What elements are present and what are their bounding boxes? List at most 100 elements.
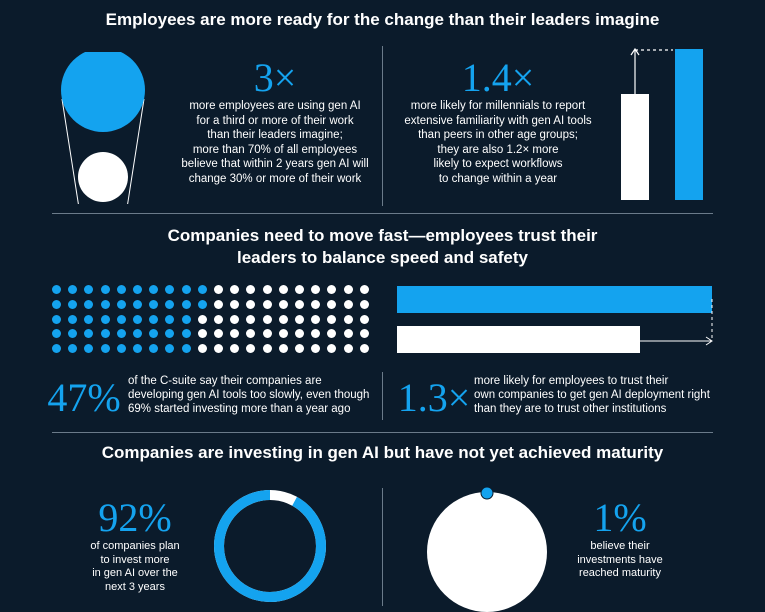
grid-dot (295, 285, 304, 294)
grid-dot (278, 329, 288, 339)
grid-dot (165, 314, 175, 324)
grid-dot (84, 285, 94, 294)
section3-divider (382, 488, 383, 606)
grid-dot (327, 314, 337, 324)
grid-dot (359, 299, 369, 309)
grid-dot (359, 314, 369, 324)
grid-dot (133, 344, 142, 354)
grid-dot (133, 314, 142, 324)
circle-comparison-graphic (61, 52, 145, 204)
stat-1-4x: 1.4× (461, 55, 535, 100)
grid-dot (68, 344, 78, 354)
stat-1-percent: 1% (593, 495, 647, 540)
grid-dot (68, 329, 78, 339)
grid-dot (68, 314, 78, 324)
grid-dot (197, 285, 207, 294)
grid-dot (84, 329, 94, 339)
grid-dot (230, 329, 240, 339)
grid-dot (262, 314, 272, 324)
grid-dot (295, 299, 304, 309)
grid-dot (52, 285, 61, 294)
grid-dot (230, 299, 240, 309)
grid-dot (100, 314, 110, 324)
grid-dot (84, 299, 94, 309)
stat-1-3x: 1.3× (397, 375, 471, 420)
grid-dot (262, 299, 272, 309)
grid-dot (84, 344, 94, 354)
grid-dot (359, 285, 369, 294)
grid-dot (181, 299, 191, 309)
grid-dot (262, 329, 272, 339)
grid-dot (68, 299, 78, 309)
stat-3x-description: more employees are using gen AI for a th… (181, 100, 369, 185)
stat-1-4x-description: more likely for millennials to report ex… (404, 100, 592, 185)
ring-chart (214, 490, 326, 602)
grid-dot (165, 285, 175, 294)
grid-dot (230, 285, 240, 294)
grid-dot (343, 344, 353, 354)
dot-grid-chart (52, 285, 372, 357)
divider-1 (52, 213, 713, 214)
grid-dot (116, 299, 126, 309)
grid-dot (311, 314, 321, 324)
grid-dot (133, 285, 142, 294)
grid-dot (197, 314, 207, 324)
section1-divider (382, 46, 383, 206)
horizontal-bar-graphic (397, 286, 713, 353)
grid-dot (52, 299, 61, 309)
grid-dot (133, 329, 142, 339)
stat-47-percent: 47% (47, 375, 121, 420)
grid-dot (278, 299, 288, 309)
grid-dot (278, 285, 288, 294)
grid-dot (165, 329, 175, 339)
grid-dot (116, 314, 126, 324)
bar-comparison-graphic (621, 47, 703, 200)
grid-dot (165, 344, 175, 354)
grid-dot (214, 344, 223, 354)
grid-dot (311, 344, 321, 354)
grid-dot (359, 329, 369, 339)
grid-dot (246, 344, 256, 354)
grid-dot (116, 329, 126, 339)
grid-dot (52, 329, 61, 339)
grid-dot (246, 314, 256, 324)
grid-dot (278, 314, 288, 324)
grid-dot (197, 344, 207, 354)
grid-dot (343, 285, 353, 294)
grid-dot (327, 299, 337, 309)
grid-dot (116, 285, 126, 294)
grid-dot (278, 344, 288, 354)
grid-dot (214, 285, 223, 294)
maturity-circle-graphic (427, 486, 547, 612)
grid-dot (295, 344, 304, 354)
grid-dot (181, 329, 191, 339)
section1-title: Employees are more ready for the change … (105, 10, 660, 29)
grid-dot (149, 299, 159, 309)
stat-47-percent-description: of the C-suite say their companies are d… (128, 375, 370, 415)
grid-dot (100, 344, 110, 354)
grid-dot (100, 299, 110, 309)
grid-dot (246, 329, 256, 339)
grid-dot (181, 285, 191, 294)
stat-92-percent-description: of companies plan to invest more in gen … (90, 540, 180, 593)
grid-dot (181, 314, 191, 324)
grid-dot (230, 314, 240, 324)
divider-2 (52, 432, 713, 433)
grid-dot (214, 329, 223, 339)
grid-dot (246, 285, 256, 294)
grid-dot (311, 285, 321, 294)
grid-dot (262, 285, 272, 294)
grid-dot (295, 329, 304, 339)
grid-dot (262, 344, 272, 354)
grid-dot (311, 299, 321, 309)
grid-dot (311, 329, 321, 339)
grid-dot (214, 299, 223, 309)
grid-dot (214, 314, 223, 324)
stat-1-percent-description: believe their investments have reached m… (577, 540, 663, 579)
stat-3x: 3× (253, 55, 297, 100)
grid-dot (246, 299, 256, 309)
grid-dot (149, 329, 159, 339)
grid-dot (181, 344, 191, 354)
grid-dot (149, 344, 159, 354)
grid-dot (52, 344, 61, 354)
